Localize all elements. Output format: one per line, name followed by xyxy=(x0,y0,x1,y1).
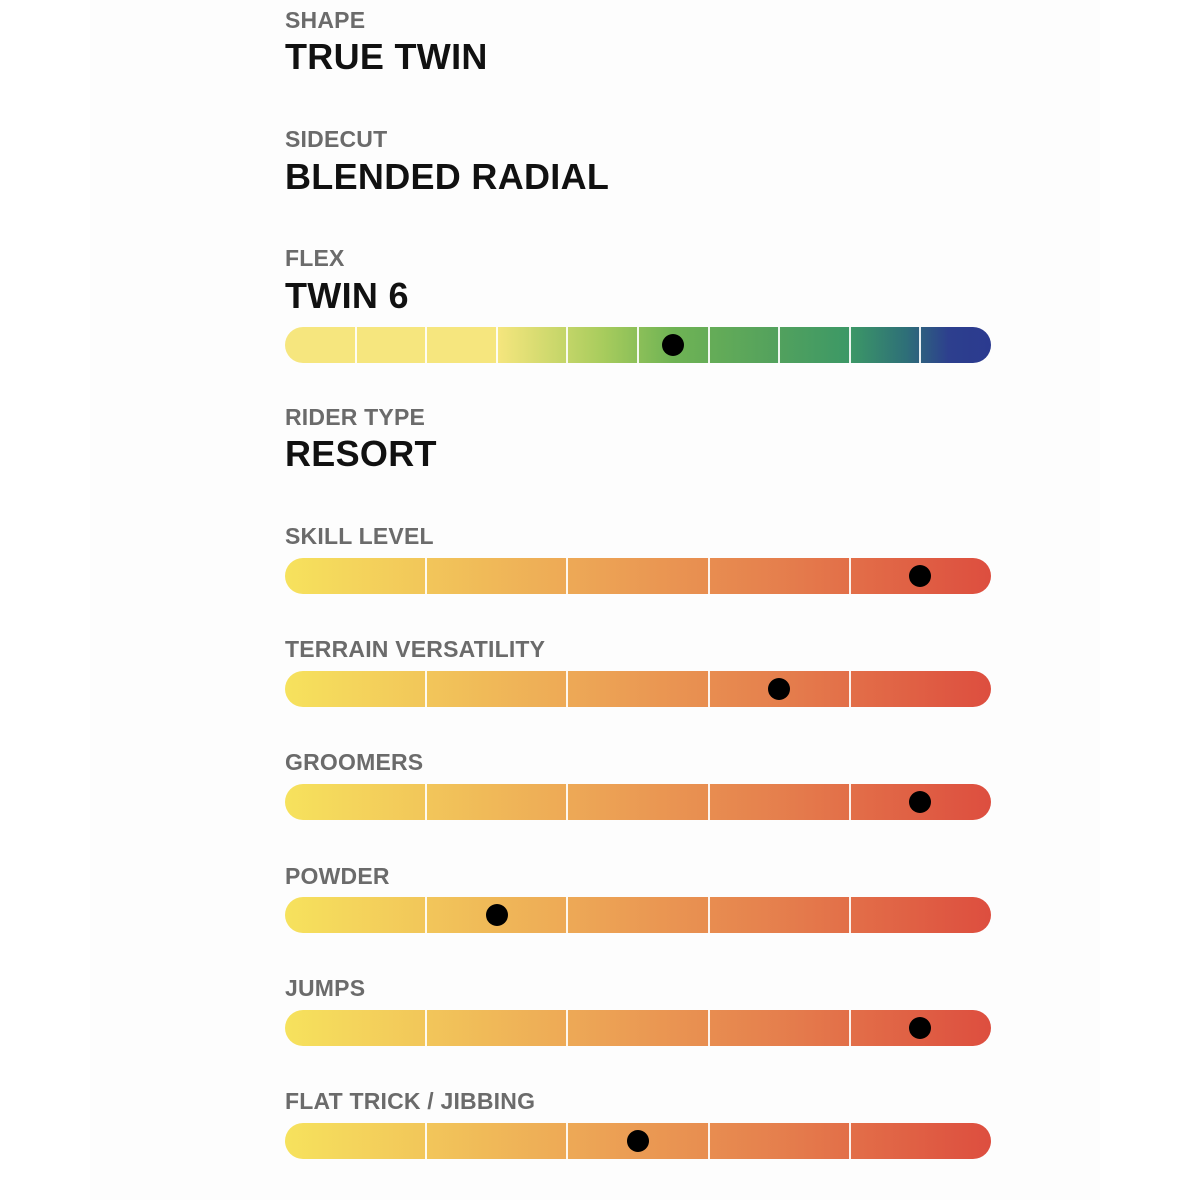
powder-divider xyxy=(708,897,710,933)
jumps-divider xyxy=(566,1010,568,1046)
rider-type-label: RIDER TYPE xyxy=(285,404,426,430)
skill-level-bar xyxy=(285,558,991,594)
groomers-label: GROOMERS xyxy=(285,749,424,775)
groomers-divider xyxy=(566,784,568,820)
flex-scale-divider xyxy=(425,327,427,363)
flex-scale-divider xyxy=(849,327,851,363)
skill-level-divider xyxy=(566,558,568,594)
sidecut-value: BLENDED RADIAL xyxy=(285,156,610,197)
terrain-versatility-label: TERRAIN VERSATILITY xyxy=(285,636,546,662)
terrain-versatility-bar xyxy=(285,671,991,707)
shape-value: TRUE TWIN xyxy=(285,36,488,77)
flat-trick-jibbing-label: FLAT TRICK / JIBBING xyxy=(285,1088,536,1114)
flex-scale-divider xyxy=(566,327,568,363)
powder-divider xyxy=(849,897,851,933)
flex-scale-divider xyxy=(919,327,921,363)
jumps-bar xyxy=(285,1010,991,1046)
flat-trick-jibbing-bar xyxy=(285,1123,991,1159)
skill-level-label: SKILL LEVEL xyxy=(285,523,434,549)
groomers-divider xyxy=(425,784,427,820)
flex-scale-divider xyxy=(496,327,498,363)
jumps-label: JUMPS xyxy=(285,975,366,1001)
jumps-divider xyxy=(849,1010,851,1046)
flex-scale-marker xyxy=(662,334,685,356)
flex-label: FLEX xyxy=(285,245,345,271)
jumps-marker xyxy=(909,1017,932,1039)
powder-bar xyxy=(285,897,991,933)
groomers-divider xyxy=(849,784,851,820)
sidecut-label: SIDECUT xyxy=(285,126,388,152)
flat-trick-jibbing-marker xyxy=(627,1130,649,1152)
flex-scale-divider xyxy=(637,327,639,363)
terrain-versatility-marker xyxy=(768,678,791,700)
flat-trick-jibbing-divider xyxy=(708,1123,710,1159)
powder-divider xyxy=(425,897,427,933)
flat-trick-jibbing-divider xyxy=(425,1123,427,1159)
shape-label: SHAPE xyxy=(285,7,366,33)
groomers-divider xyxy=(708,784,710,820)
flex-scale-divider xyxy=(355,327,357,363)
jumps-divider xyxy=(708,1010,710,1046)
flex-scale-divider xyxy=(708,327,710,363)
flat-trick-jibbing-divider xyxy=(849,1123,851,1159)
skill-level-marker xyxy=(909,565,932,587)
spec-panel xyxy=(90,0,1100,1200)
flex-scale-bar xyxy=(285,327,991,363)
powder-divider xyxy=(566,897,568,933)
terrain-versatility-divider xyxy=(708,671,710,707)
terrain-versatility-divider xyxy=(425,671,427,707)
flex-value: TWIN 6 xyxy=(285,275,409,316)
jumps-divider xyxy=(425,1010,427,1046)
terrain-versatility-divider xyxy=(566,671,568,707)
flex-scale-divider xyxy=(778,327,780,363)
powder-marker xyxy=(485,904,508,926)
skill-level-divider xyxy=(849,558,851,594)
rider-type-value: RESORT xyxy=(285,433,437,474)
groomers-bar xyxy=(285,784,991,820)
groomers-marker xyxy=(909,791,932,813)
skill-level-divider xyxy=(708,558,710,594)
terrain-versatility-divider xyxy=(849,671,851,707)
powder-label: POWDER xyxy=(285,863,390,889)
skill-level-divider xyxy=(425,558,427,594)
flat-trick-jibbing-divider xyxy=(566,1123,568,1159)
